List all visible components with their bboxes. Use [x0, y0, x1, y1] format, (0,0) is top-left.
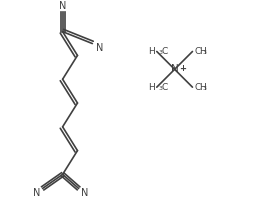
Text: H: H: [148, 47, 155, 56]
Text: N: N: [95, 42, 103, 53]
Text: H: H: [199, 83, 206, 92]
Text: C: C: [161, 47, 168, 56]
Text: 3: 3: [203, 86, 207, 91]
Text: 3: 3: [158, 86, 162, 91]
Text: N: N: [81, 188, 88, 198]
Text: H: H: [199, 47, 206, 56]
Text: N: N: [33, 188, 41, 198]
Text: +: +: [180, 64, 186, 73]
Text: N: N: [171, 64, 179, 74]
Text: H: H: [148, 83, 155, 92]
Text: C: C: [194, 83, 201, 92]
Text: N: N: [59, 1, 66, 11]
Text: C: C: [161, 83, 168, 92]
Text: 3: 3: [158, 50, 162, 55]
Text: C: C: [194, 47, 201, 56]
Text: 3: 3: [203, 50, 207, 55]
